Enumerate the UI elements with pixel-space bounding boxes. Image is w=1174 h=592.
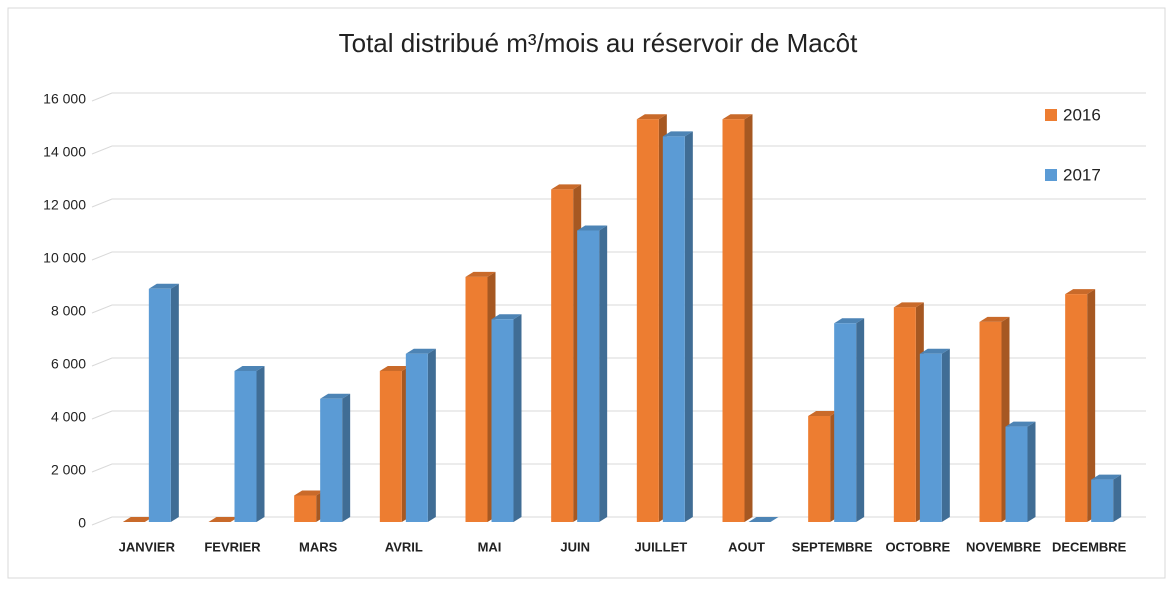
bar xyxy=(551,189,574,523)
grid-line xyxy=(91,463,1146,473)
y-tick-label: 6 000 xyxy=(51,356,86,372)
legend-swatch xyxy=(1045,109,1057,121)
bar-side xyxy=(856,318,865,522)
y-tick-label: 14 000 xyxy=(43,144,86,160)
bar-side xyxy=(1027,421,1036,522)
x-tick-label: AOUT xyxy=(728,539,765,554)
bar-top xyxy=(808,411,839,416)
bar-top xyxy=(1005,421,1036,427)
x-tick-label: DECEMBRE xyxy=(1052,539,1127,554)
x-tick-label: MAI xyxy=(478,539,502,554)
bar-top xyxy=(722,114,753,120)
legend-swatch xyxy=(1045,169,1057,181)
grid-line xyxy=(91,92,1146,102)
bar-top xyxy=(491,314,522,320)
bar xyxy=(405,353,428,522)
bar-side xyxy=(744,114,753,522)
bar-top xyxy=(893,302,924,308)
bar-side xyxy=(599,225,608,522)
bar-side xyxy=(513,314,522,522)
bar xyxy=(294,495,317,522)
legend-label: 2017 xyxy=(1063,165,1101,184)
bar-side xyxy=(1113,474,1122,522)
x-tick-label: JUILLET xyxy=(634,539,687,554)
bar-side xyxy=(342,393,351,522)
bar-top xyxy=(979,316,1010,322)
x-tick-label: SEPTEMBRE xyxy=(792,539,873,554)
legend-label: 2016 xyxy=(1063,105,1101,124)
y-tick-label: 2 000 xyxy=(51,462,86,478)
bar xyxy=(1005,426,1028,522)
bar xyxy=(834,323,857,522)
bar-top xyxy=(1091,474,1122,480)
bar xyxy=(1065,294,1088,522)
y-tick-label: 10 000 xyxy=(43,250,86,266)
grid-line xyxy=(91,410,1146,420)
x-tick-label: NOVEMBRE xyxy=(966,539,1041,554)
y-tick-label: 8 000 xyxy=(51,303,86,319)
bar-top xyxy=(834,318,865,324)
bar-top xyxy=(122,517,153,522)
bar xyxy=(465,276,488,522)
x-tick-label: OCTOBRE xyxy=(885,539,950,554)
y-tick-label: 4 000 xyxy=(51,409,86,425)
bar-side xyxy=(684,131,693,523)
x-tick-label: JANVIER xyxy=(119,539,176,554)
bar-top xyxy=(636,114,667,120)
bar xyxy=(893,307,916,522)
bar-side xyxy=(256,365,265,522)
x-tick-label: AVRIL xyxy=(385,539,423,554)
bar-top xyxy=(919,348,950,354)
bar xyxy=(636,119,659,522)
y-tick-label: 12 000 xyxy=(43,197,86,213)
grid-line xyxy=(91,516,1146,526)
bar-top xyxy=(748,517,779,522)
bar xyxy=(919,353,942,522)
bar-top xyxy=(294,490,325,496)
bar xyxy=(1091,479,1114,522)
bar xyxy=(979,321,1002,522)
bar-side xyxy=(1087,289,1096,522)
bar-side xyxy=(941,348,950,522)
bar xyxy=(808,416,831,522)
bar-side xyxy=(170,283,179,522)
bar-top xyxy=(234,365,265,371)
x-tick-label: FEVRIER xyxy=(204,539,261,554)
bar-top xyxy=(465,271,496,277)
x-tick-label: JUIN xyxy=(560,539,590,554)
x-tick-label: MARS xyxy=(299,539,338,554)
bar-top xyxy=(662,131,693,137)
bar xyxy=(320,398,343,522)
grid-line xyxy=(91,251,1146,261)
bar xyxy=(148,288,171,522)
bar-top xyxy=(405,348,436,354)
grid-line xyxy=(91,304,1146,314)
bar-top xyxy=(208,517,239,522)
bar-top xyxy=(577,225,608,231)
grid-line xyxy=(91,145,1146,155)
grid-line xyxy=(91,198,1146,208)
y-tick-label: 16 000 xyxy=(43,91,86,107)
bar xyxy=(234,370,257,522)
grid-line xyxy=(91,357,1146,367)
bar xyxy=(379,370,402,522)
bar xyxy=(662,136,685,523)
bar-top xyxy=(551,184,582,190)
bar-top xyxy=(148,283,179,289)
bar xyxy=(722,119,745,522)
bar-top xyxy=(379,365,410,371)
bar-side xyxy=(427,348,436,522)
bar-top xyxy=(320,393,351,399)
bar-top xyxy=(1065,289,1096,295)
y-tick-label: 0 xyxy=(78,515,86,531)
chart-title: Total distribué m³/mois au réservoir de … xyxy=(339,28,859,58)
bar xyxy=(577,230,600,522)
bar xyxy=(491,319,514,522)
